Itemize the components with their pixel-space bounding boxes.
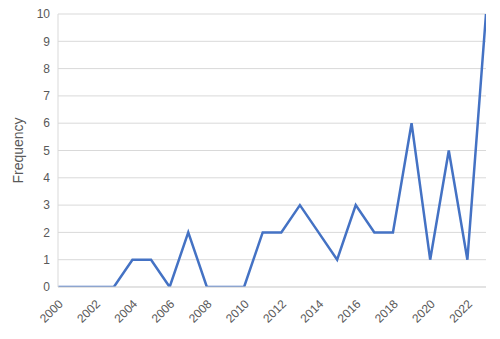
- svg-text:2008: 2008: [186, 297, 215, 326]
- svg-text:2018: 2018: [372, 297, 401, 326]
- svg-text:9: 9: [43, 35, 50, 49]
- svg-text:2000: 2000: [37, 297, 66, 326]
- svg-text:2010: 2010: [223, 297, 252, 326]
- svg-text:1: 1: [43, 253, 50, 267]
- svg-text:6: 6: [43, 116, 50, 130]
- svg-text:4: 4: [43, 171, 50, 185]
- svg-text:7: 7: [43, 89, 50, 103]
- svg-text:2020: 2020: [409, 297, 438, 326]
- svg-text:2012: 2012: [260, 297, 289, 326]
- svg-text:2: 2: [43, 226, 50, 240]
- svg-text:2016: 2016: [335, 297, 364, 326]
- svg-text:2006: 2006: [149, 297, 178, 326]
- svg-text:2002: 2002: [74, 297, 103, 326]
- svg-text:10: 10: [37, 8, 51, 21]
- svg-text:0: 0: [43, 280, 50, 294]
- svg-text:Frequency: Frequency: [10, 117, 26, 183]
- svg-text:2004: 2004: [111, 297, 140, 326]
- svg-text:8: 8: [43, 62, 50, 76]
- svg-text:2022: 2022: [446, 297, 475, 326]
- svg-text:2014: 2014: [298, 297, 327, 326]
- svg-text:5: 5: [43, 144, 50, 158]
- svg-text:3: 3: [43, 198, 50, 212]
